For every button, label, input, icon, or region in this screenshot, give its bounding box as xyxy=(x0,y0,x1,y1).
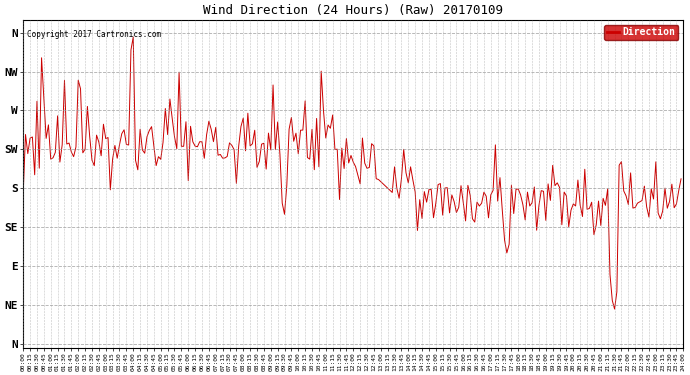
Legend: Direction: Direction xyxy=(604,25,678,40)
Title: Wind Direction (24 Hours) (Raw) 20170109: Wind Direction (24 Hours) (Raw) 20170109 xyxy=(204,4,503,17)
Text: Copyright 2017 Cartronics.com: Copyright 2017 Cartronics.com xyxy=(26,30,161,39)
